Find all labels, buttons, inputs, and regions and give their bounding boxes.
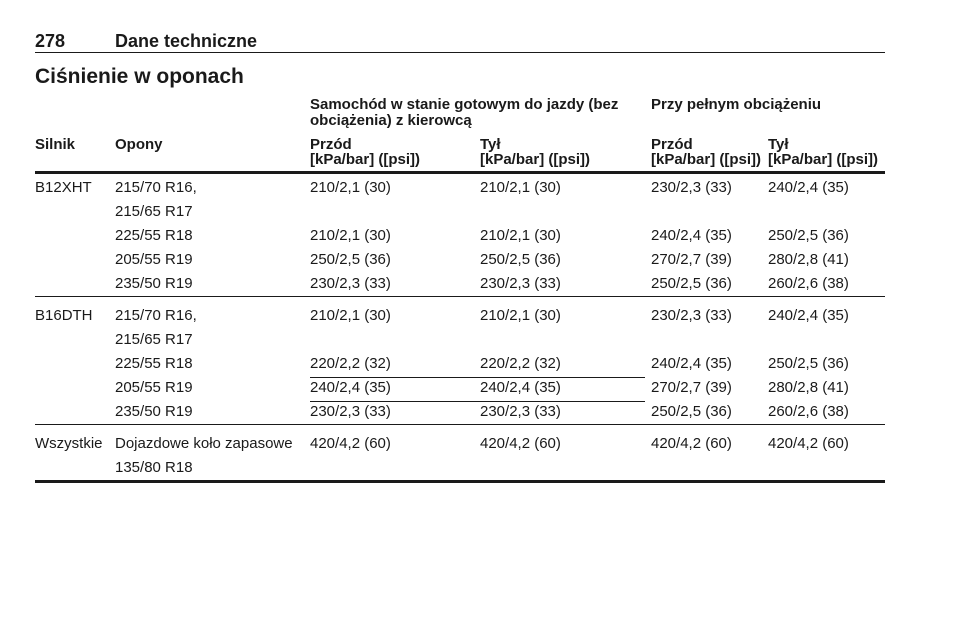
pressure: 220/2,2 (32) bbox=[480, 355, 561, 372]
unit-header: [kPa/bar] ([psi]) bbox=[310, 151, 421, 168]
pressure: 210/2,1 (30) bbox=[480, 307, 561, 324]
pressure: 230/2,3 (33) bbox=[310, 403, 391, 420]
tyre-size: 215/70 R16, bbox=[115, 179, 197, 196]
pressure: 260/2,6 (38) bbox=[768, 403, 849, 420]
row-rule bbox=[310, 401, 645, 402]
pressure: 240/2,4 (35) bbox=[651, 355, 732, 372]
tyre-size: 215/70 R16, bbox=[115, 307, 197, 324]
pressure: 230/2,3 (33) bbox=[310, 275, 391, 292]
pressure: 210/2,1 (30) bbox=[310, 227, 391, 244]
column-header: Przód bbox=[310, 136, 352, 153]
pressure: 230/2,3 (33) bbox=[480, 275, 561, 292]
pressure: 230/2,3 (33) bbox=[651, 179, 732, 196]
tyre-size: 225/55 R18 bbox=[115, 355, 193, 372]
header-rule bbox=[35, 52, 885, 53]
pressure: 210/2,1 (30) bbox=[480, 179, 561, 196]
section-title: Dane techniczne bbox=[115, 31, 258, 51]
unit-header: [kPa/bar] ([psi]) bbox=[480, 151, 591, 168]
pressure: 240/2,4 (35) bbox=[651, 227, 732, 244]
tyre-size: 235/50 R19 bbox=[115, 403, 193, 420]
pressure: 250/2,5 (36) bbox=[310, 251, 391, 268]
pressure: 240/2,4 (35) bbox=[768, 307, 849, 324]
pressure: 250/2,5 (36) bbox=[480, 251, 561, 268]
pressure: 270/2,7 (39) bbox=[651, 251, 732, 268]
pressure: 420/4,2 (60) bbox=[310, 435, 391, 452]
column-header: Silnik bbox=[35, 136, 76, 153]
tyre-size: 205/55 R19 bbox=[115, 379, 193, 396]
pressure: 240/2,4 (35) bbox=[768, 179, 849, 196]
unit-header: [kPa/bar] ([psi]) bbox=[768, 151, 879, 168]
pressure: 250/2,5 (36) bbox=[768, 227, 849, 244]
engine: B16DTH bbox=[35, 307, 93, 324]
pressure: 210/2,1 (30) bbox=[480, 227, 561, 244]
pressure: 230/2,3 (33) bbox=[651, 307, 732, 324]
pressure: 420/4,2 (60) bbox=[480, 435, 561, 452]
tyre-size: 225/55 R18 bbox=[115, 227, 193, 244]
group-header: Przy pełnym obciążeniu bbox=[651, 96, 822, 113]
pressure: 420/4,2 (60) bbox=[768, 435, 849, 452]
tyre-size: 205/55 R19 bbox=[115, 251, 193, 268]
pressure: 420/4,2 (60) bbox=[651, 435, 732, 452]
tyre-size: Dojazdowe koło zapasowe bbox=[115, 435, 293, 452]
pressure: 240/2,4 (35) bbox=[310, 379, 391, 396]
tyre-size: 215/65 R17 bbox=[115, 331, 193, 348]
engine: B12XHT bbox=[35, 179, 92, 196]
group-header: Samochód w stanie gotowym do jazdy (bez … bbox=[310, 96, 619, 129]
pressure: 270/2,7 (39) bbox=[651, 379, 732, 396]
tyre-size: 235/50 R19 bbox=[115, 275, 193, 292]
column-header: Tył bbox=[480, 136, 501, 153]
group-rule bbox=[35, 424, 885, 425]
pressure: 250/2,5 (36) bbox=[651, 275, 732, 292]
column-header: Tył bbox=[768, 136, 789, 153]
table-rule bbox=[35, 171, 885, 174]
pressure: 230/2,3 (33) bbox=[480, 403, 561, 420]
title: Ciśnienie w oponach bbox=[35, 65, 244, 88]
group-rule bbox=[35, 296, 885, 297]
engine: Wszystkie bbox=[35, 435, 103, 452]
tyre-size: 135/80 R18 bbox=[115, 459, 193, 476]
row-rule bbox=[310, 377, 645, 378]
pressure: 210/2,1 (30) bbox=[310, 179, 391, 196]
pressure: 250/2,5 (36) bbox=[768, 355, 849, 372]
pressure: 220/2,2 (32) bbox=[310, 355, 391, 372]
tyre-size: 215/65 R17 bbox=[115, 203, 193, 220]
pressure: 210/2,1 (30) bbox=[310, 307, 391, 324]
pressure: 260/2,6 (38) bbox=[768, 275, 849, 292]
column-header: Przód bbox=[651, 136, 693, 153]
pressure: 280/2,8 (41) bbox=[768, 379, 849, 396]
pressure: 240/2,4 (35) bbox=[480, 379, 561, 396]
pressure: 280/2,8 (41) bbox=[768, 251, 849, 268]
column-header: Opony bbox=[115, 136, 163, 153]
pressure: 250/2,5 (36) bbox=[651, 403, 732, 420]
page-number: 278 bbox=[35, 31, 66, 51]
group-rule bbox=[35, 480, 885, 483]
unit-header: [kPa/bar] ([psi]) bbox=[651, 151, 762, 168]
